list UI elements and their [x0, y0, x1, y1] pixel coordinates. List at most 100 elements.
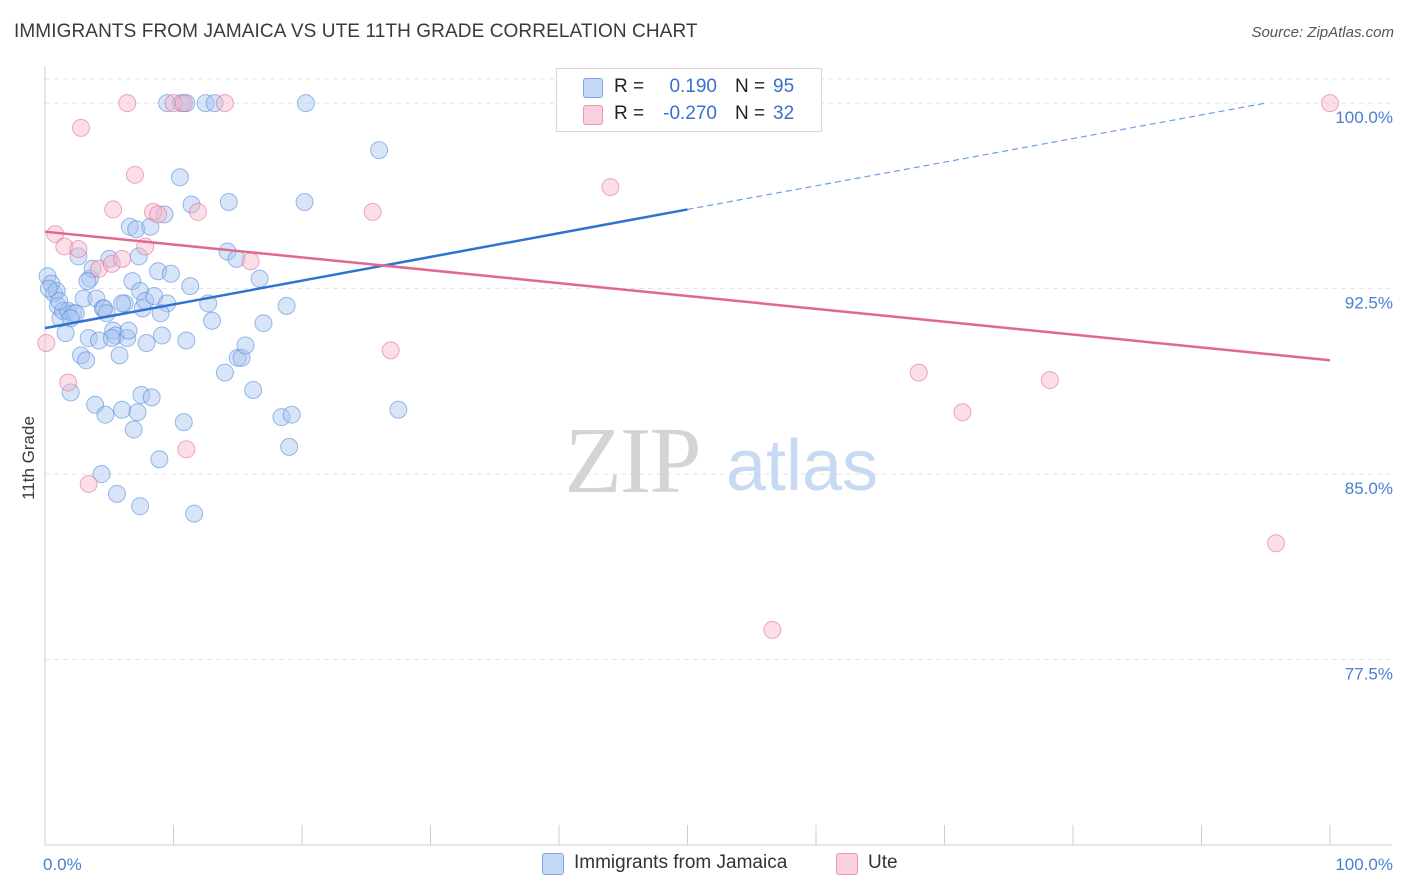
- point-ute: [37, 333, 56, 352]
- point-jamaica: [119, 321, 138, 340]
- point-jamaica: [74, 289, 93, 308]
- point-jamaica: [161, 264, 180, 283]
- point-jamaica: [389, 400, 408, 419]
- point-jamaica: [155, 205, 174, 224]
- point-ute: [763, 620, 782, 639]
- point-ute: [215, 94, 234, 113]
- point-jamaica: [124, 420, 143, 439]
- y-tick-label: 85.0%: [1345, 479, 1393, 498]
- point-jamaica: [128, 403, 147, 422]
- x-tick-label: 0.0%: [43, 855, 82, 874]
- point-jamaica: [131, 282, 150, 301]
- point-jamaica: [107, 484, 126, 503]
- legend-r-label: R =: [614, 103, 645, 124]
- point-jamaica: [370, 141, 389, 160]
- point-jamaica: [50, 291, 69, 310]
- legend-r-value: -0.270: [663, 103, 717, 124]
- point-ute: [381, 341, 400, 360]
- point-ute: [143, 202, 162, 221]
- point-jamaica: [79, 329, 98, 348]
- legend-r-value: 0.190: [669, 76, 717, 97]
- legend-label-ute: Ute: [868, 852, 898, 873]
- y-tick-label: 92.5%: [1345, 294, 1393, 313]
- legend-swatch-jamaica: [583, 78, 603, 98]
- point-ute: [164, 94, 183, 113]
- y-axis-label: 11th Grade: [19, 416, 38, 500]
- watermark-atlas: atlas: [726, 426, 878, 506]
- point-ute: [113, 249, 132, 268]
- legend-n-value: 95: [773, 76, 795, 97]
- data-points: [37, 94, 1339, 639]
- point-jamaica: [71, 346, 90, 365]
- point-jamaica: [181, 277, 200, 296]
- point-jamaica: [69, 247, 88, 266]
- trend-line-jamaica: [44, 208, 688, 330]
- point-ute: [69, 240, 88, 259]
- point-ute: [71, 118, 90, 137]
- point-jamaica: [113, 294, 132, 313]
- point-ute: [59, 373, 78, 392]
- point-jamaica: [295, 193, 314, 212]
- series-legend: Immigrants from Jamaica Ute: [0, 851, 1406, 879]
- point-jamaica: [142, 388, 161, 407]
- point-jamaica: [215, 363, 234, 382]
- point-jamaica: [182, 195, 201, 214]
- point-jamaica: [104, 321, 123, 340]
- trend-line-jamaica-extension: [687, 102, 1266, 211]
- point-jamaica: [174, 413, 193, 432]
- x-tick-label: 100.0%: [1335, 855, 1393, 874]
- legend-n-label: N =: [735, 76, 766, 97]
- point-jamaica: [92, 465, 111, 484]
- legend-swatch-ute: [583, 105, 603, 125]
- trend-line-ute: [44, 230, 1331, 362]
- point-jamaica: [127, 220, 146, 239]
- point-jamaica: [113, 400, 132, 419]
- legend-r-label: R =: [614, 76, 645, 97]
- point-jamaica: [254, 314, 273, 333]
- axes: [44, 66, 1392, 846]
- point-ute: [1321, 94, 1339, 113]
- point-jamaica: [280, 437, 299, 456]
- point-jamaica: [87, 289, 106, 308]
- point-ute: [1267, 534, 1286, 553]
- legend-n-label: N =: [735, 103, 766, 124]
- point-jamaica: [96, 405, 115, 424]
- point-ute: [174, 94, 193, 113]
- point-ute: [102, 254, 121, 273]
- point-ute: [188, 202, 207, 221]
- point-ute: [177, 440, 196, 459]
- point-ute: [104, 200, 123, 219]
- point-jamaica: [296, 94, 315, 113]
- point-jamaica: [205, 94, 224, 113]
- point-ute: [149, 205, 168, 224]
- point-ute: [363, 202, 382, 221]
- point-jamaica: [137, 333, 156, 352]
- legend-n-value: 32: [773, 103, 795, 124]
- point-jamaica: [277, 296, 296, 315]
- point-jamaica: [78, 272, 97, 291]
- point-ute: [125, 165, 144, 184]
- correlation-legend: R = 0.190 N = 95 R = -0.270 N = 32: [556, 68, 822, 132]
- point-jamaica: [102, 329, 121, 348]
- point-jamaica: [97, 304, 116, 323]
- legend-label-jamaica: Immigrants from Jamaica: [574, 852, 788, 873]
- y-tick-label: 77.5%: [1345, 665, 1393, 684]
- point-ute: [79, 474, 98, 493]
- point-jamaica: [236, 336, 255, 355]
- point-ute: [241, 252, 260, 271]
- point-ute: [953, 403, 972, 422]
- point-jamaica: [203, 311, 222, 330]
- point-jamaica: [250, 269, 269, 288]
- legend-swatch-jamaica: [542, 853, 564, 875]
- legend-row-ute: R = -0.270 N = 32: [557, 100, 821, 128]
- tick-labels: 77.5% 85.0% 92.5% 100.0% 0.0% 100.0%: [43, 108, 1393, 874]
- point-jamaica: [185, 504, 204, 523]
- point-jamaica: [150, 450, 169, 469]
- point-jamaica: [272, 408, 291, 427]
- point-ute: [1040, 371, 1059, 390]
- point-jamaica: [39, 279, 58, 298]
- point-ute: [55, 237, 74, 256]
- point-jamaica: [131, 497, 150, 516]
- point-jamaica: [132, 385, 151, 404]
- point-jamaica: [123, 272, 142, 291]
